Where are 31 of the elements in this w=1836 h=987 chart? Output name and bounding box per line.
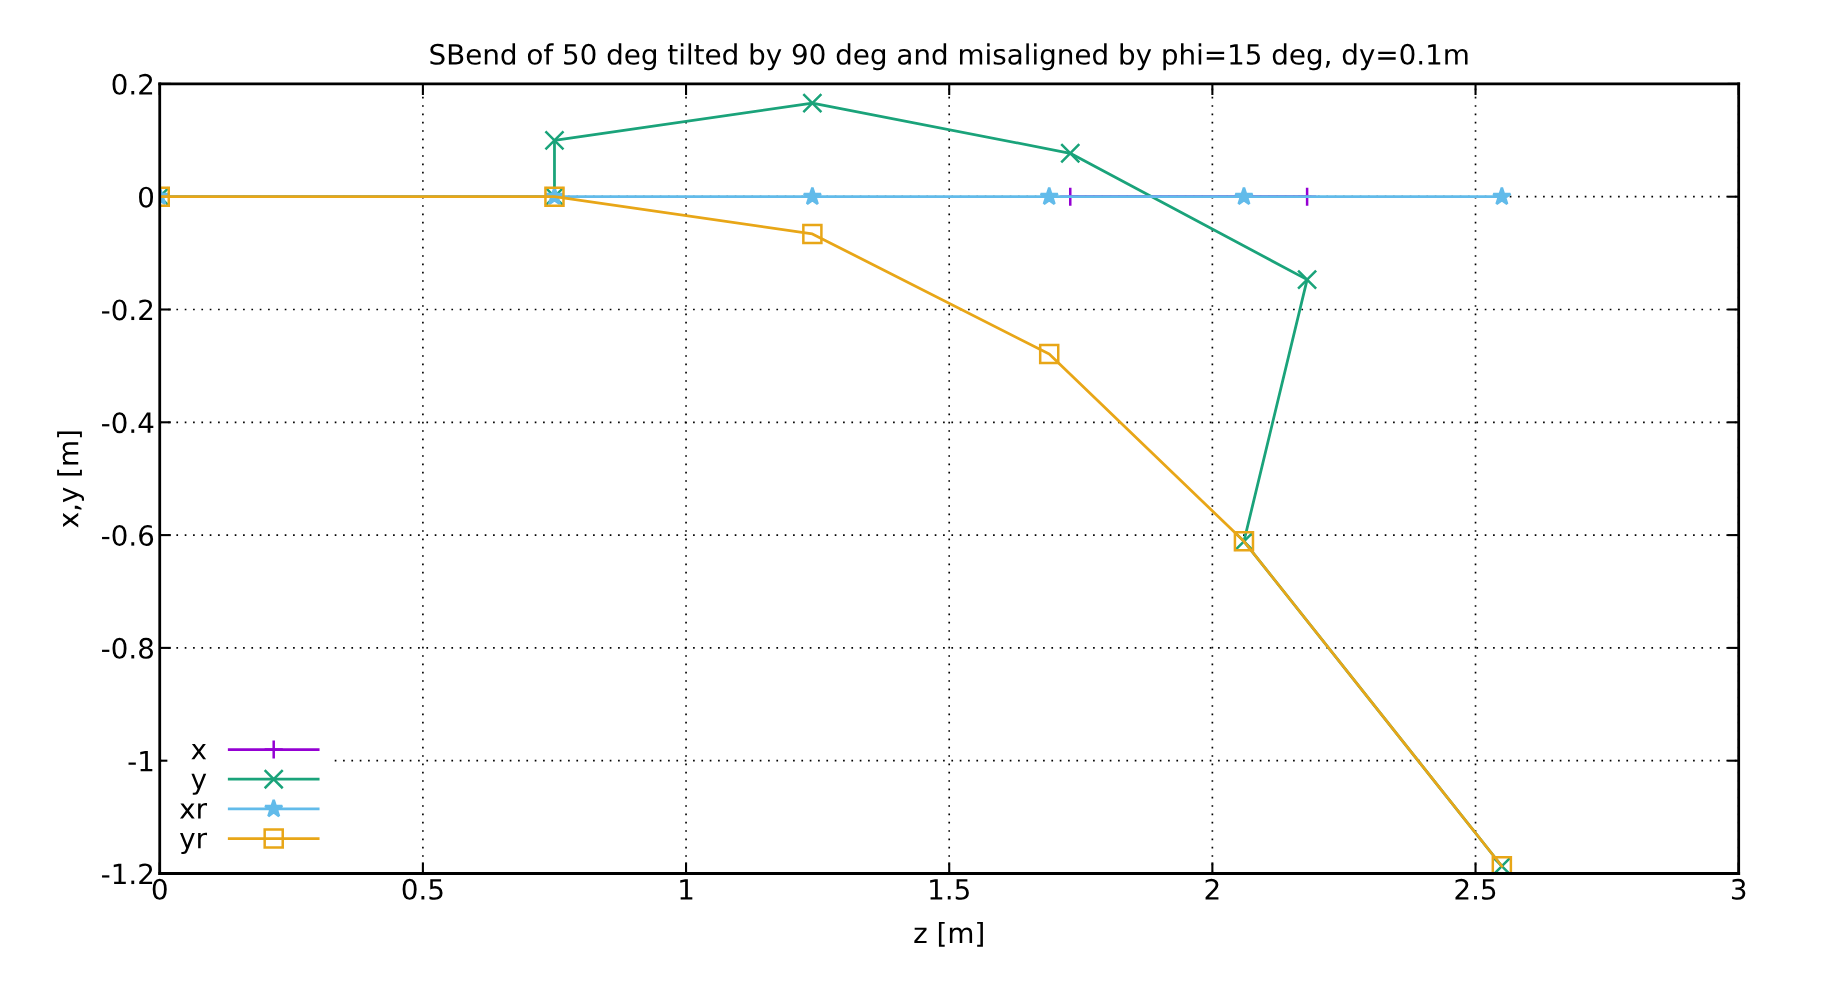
point (1039, 186, 1060, 206)
point (802, 223, 823, 245)
x-tick-label: 0.5 (402, 878, 443, 900)
legend-label: x (191, 744, 207, 760)
y-tick-label: -0.6 (102, 525, 154, 547)
point (544, 130, 565, 151)
y-tick-label: 0 (139, 186, 154, 208)
y-tick-label: -1 (128, 751, 153, 772)
point (1059, 142, 1081, 164)
y-tick-label: -0.2 (102, 299, 153, 321)
point (1492, 186, 1512, 206)
point (1296, 269, 1318, 290)
x-axis-title: z [m] (914, 921, 983, 947)
y-tick-label: -0.4 (102, 412, 154, 434)
x-tick-label: 2 (1205, 878, 1219, 900)
chart-title: SBend of 50 deg tilted by 90 deg and misaligned by phi=15 deg, dy=0.1m (430, 43, 1468, 71)
point (1234, 186, 1254, 206)
y-tick-label: -0.8 (102, 637, 153, 659)
legend-label: y (191, 773, 207, 795)
y-axis-title: x,y [m] (57, 431, 85, 528)
point (802, 186, 823, 206)
x-tick-label: 2.5 (1455, 878, 1496, 900)
legend-label: yr (180, 832, 208, 855)
y-tick-label: 0.2 (112, 73, 153, 95)
point (1038, 343, 1060, 365)
point (802, 92, 823, 114)
x-tick-label: 1.5 (930, 879, 969, 900)
x-tick-label: 1 (680, 879, 693, 900)
x-tick-label: 3 (1731, 878, 1746, 900)
legend-label: xr (179, 803, 208, 819)
y-tick-label: -1.2 (102, 863, 153, 885)
